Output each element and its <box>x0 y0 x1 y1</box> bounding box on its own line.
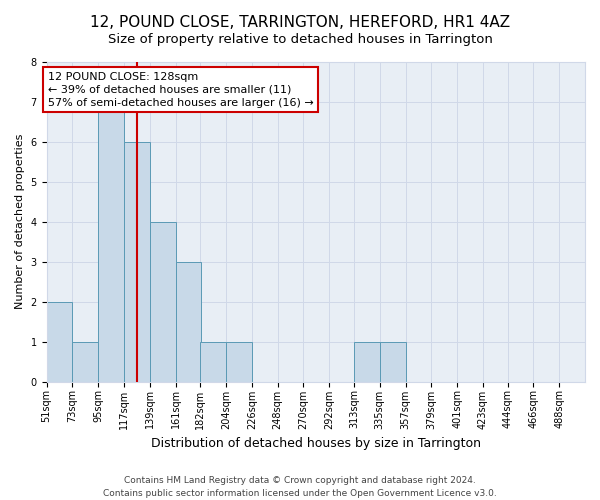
X-axis label: Distribution of detached houses by size in Tarrington: Distribution of detached houses by size … <box>151 437 481 450</box>
Bar <box>226 342 252 382</box>
Bar <box>98 102 124 382</box>
Bar <box>200 342 226 382</box>
Text: Size of property relative to detached houses in Tarrington: Size of property relative to detached ho… <box>107 32 493 46</box>
Bar <box>73 342 98 382</box>
Text: Contains HM Land Registry data © Crown copyright and database right 2024.
Contai: Contains HM Land Registry data © Crown c… <box>103 476 497 498</box>
Bar <box>150 222 176 382</box>
Bar <box>124 142 150 382</box>
Text: 12, POUND CLOSE, TARRINGTON, HEREFORD, HR1 4AZ: 12, POUND CLOSE, TARRINGTON, HEREFORD, H… <box>90 15 510 30</box>
Bar <box>380 342 406 382</box>
Text: 12 POUND CLOSE: 128sqm
← 39% of detached houses are smaller (11)
57% of semi-det: 12 POUND CLOSE: 128sqm ← 39% of detached… <box>48 72 313 108</box>
Bar <box>176 262 202 382</box>
Y-axis label: Number of detached properties: Number of detached properties <box>15 134 25 310</box>
Bar <box>47 302 73 382</box>
Bar <box>354 342 380 382</box>
